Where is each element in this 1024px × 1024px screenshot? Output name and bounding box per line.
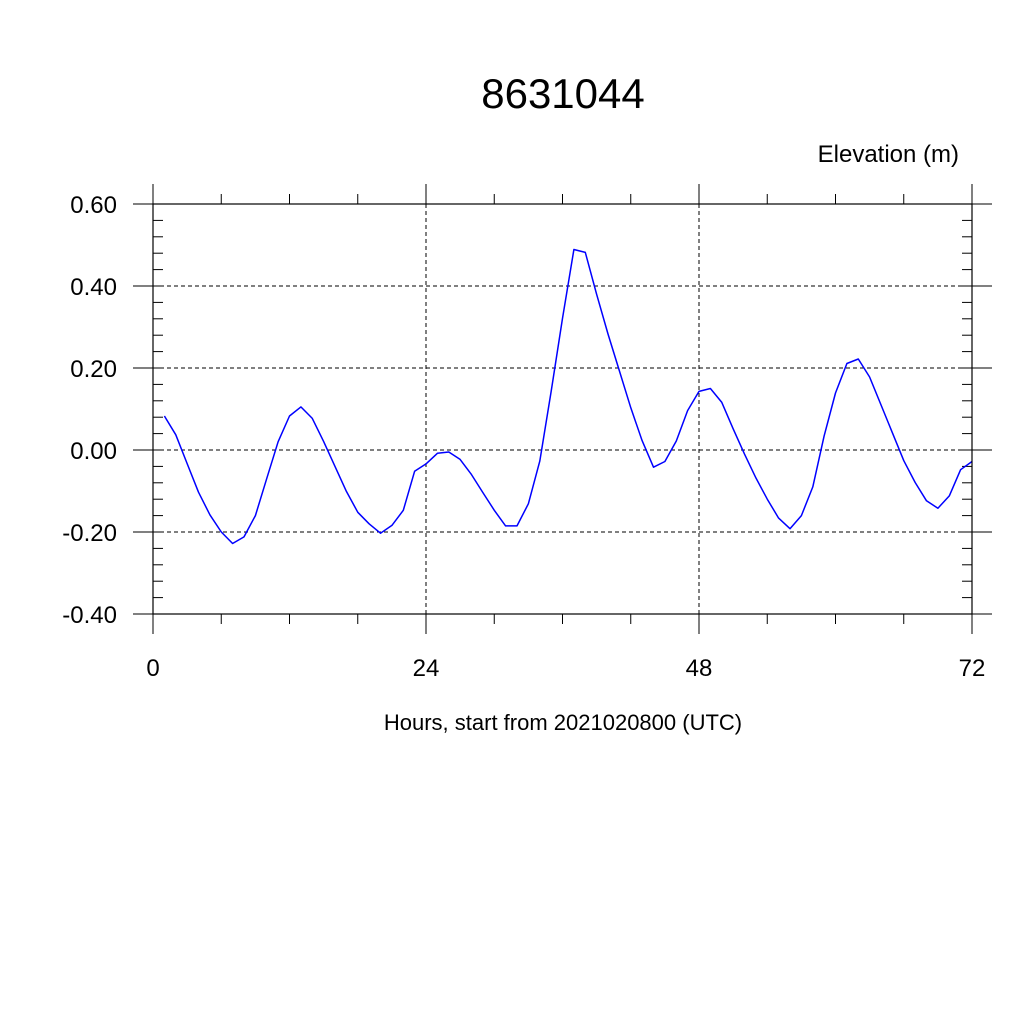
plot-frame: [152, 203, 973, 615]
y-tick-label: 0.00: [70, 438, 117, 465]
x-tick-label: 24: [413, 655, 440, 682]
axis-ticks: [133, 184, 992, 634]
x-tick-label: 72: [959, 655, 986, 682]
y-tick-label: 0.20: [70, 356, 117, 383]
series-layer: [163, 248, 973, 545]
elevation-series-line: [163, 248, 973, 545]
chart-title: 8631044: [481, 70, 645, 117]
y-tick-label: -0.20: [62, 520, 117, 547]
grid-lines: [152, 203, 973, 615]
x-tick-label: 48: [686, 655, 713, 682]
y-tick-label: -0.40: [62, 602, 117, 629]
y-axis-label: Elevation (m): [818, 141, 959, 168]
y-tick-label: 0.60: [70, 192, 117, 219]
tick-labels: -0.40 -0.20 0.00 0.20 0.40 0.60 0 24 48 72: [62, 192, 985, 682]
y-tick-label: 0.40: [70, 274, 117, 301]
x-tick-label: 0: [146, 655, 159, 682]
x-axis-label: Hours, start from 2021020800 (UTC): [384, 710, 742, 735]
